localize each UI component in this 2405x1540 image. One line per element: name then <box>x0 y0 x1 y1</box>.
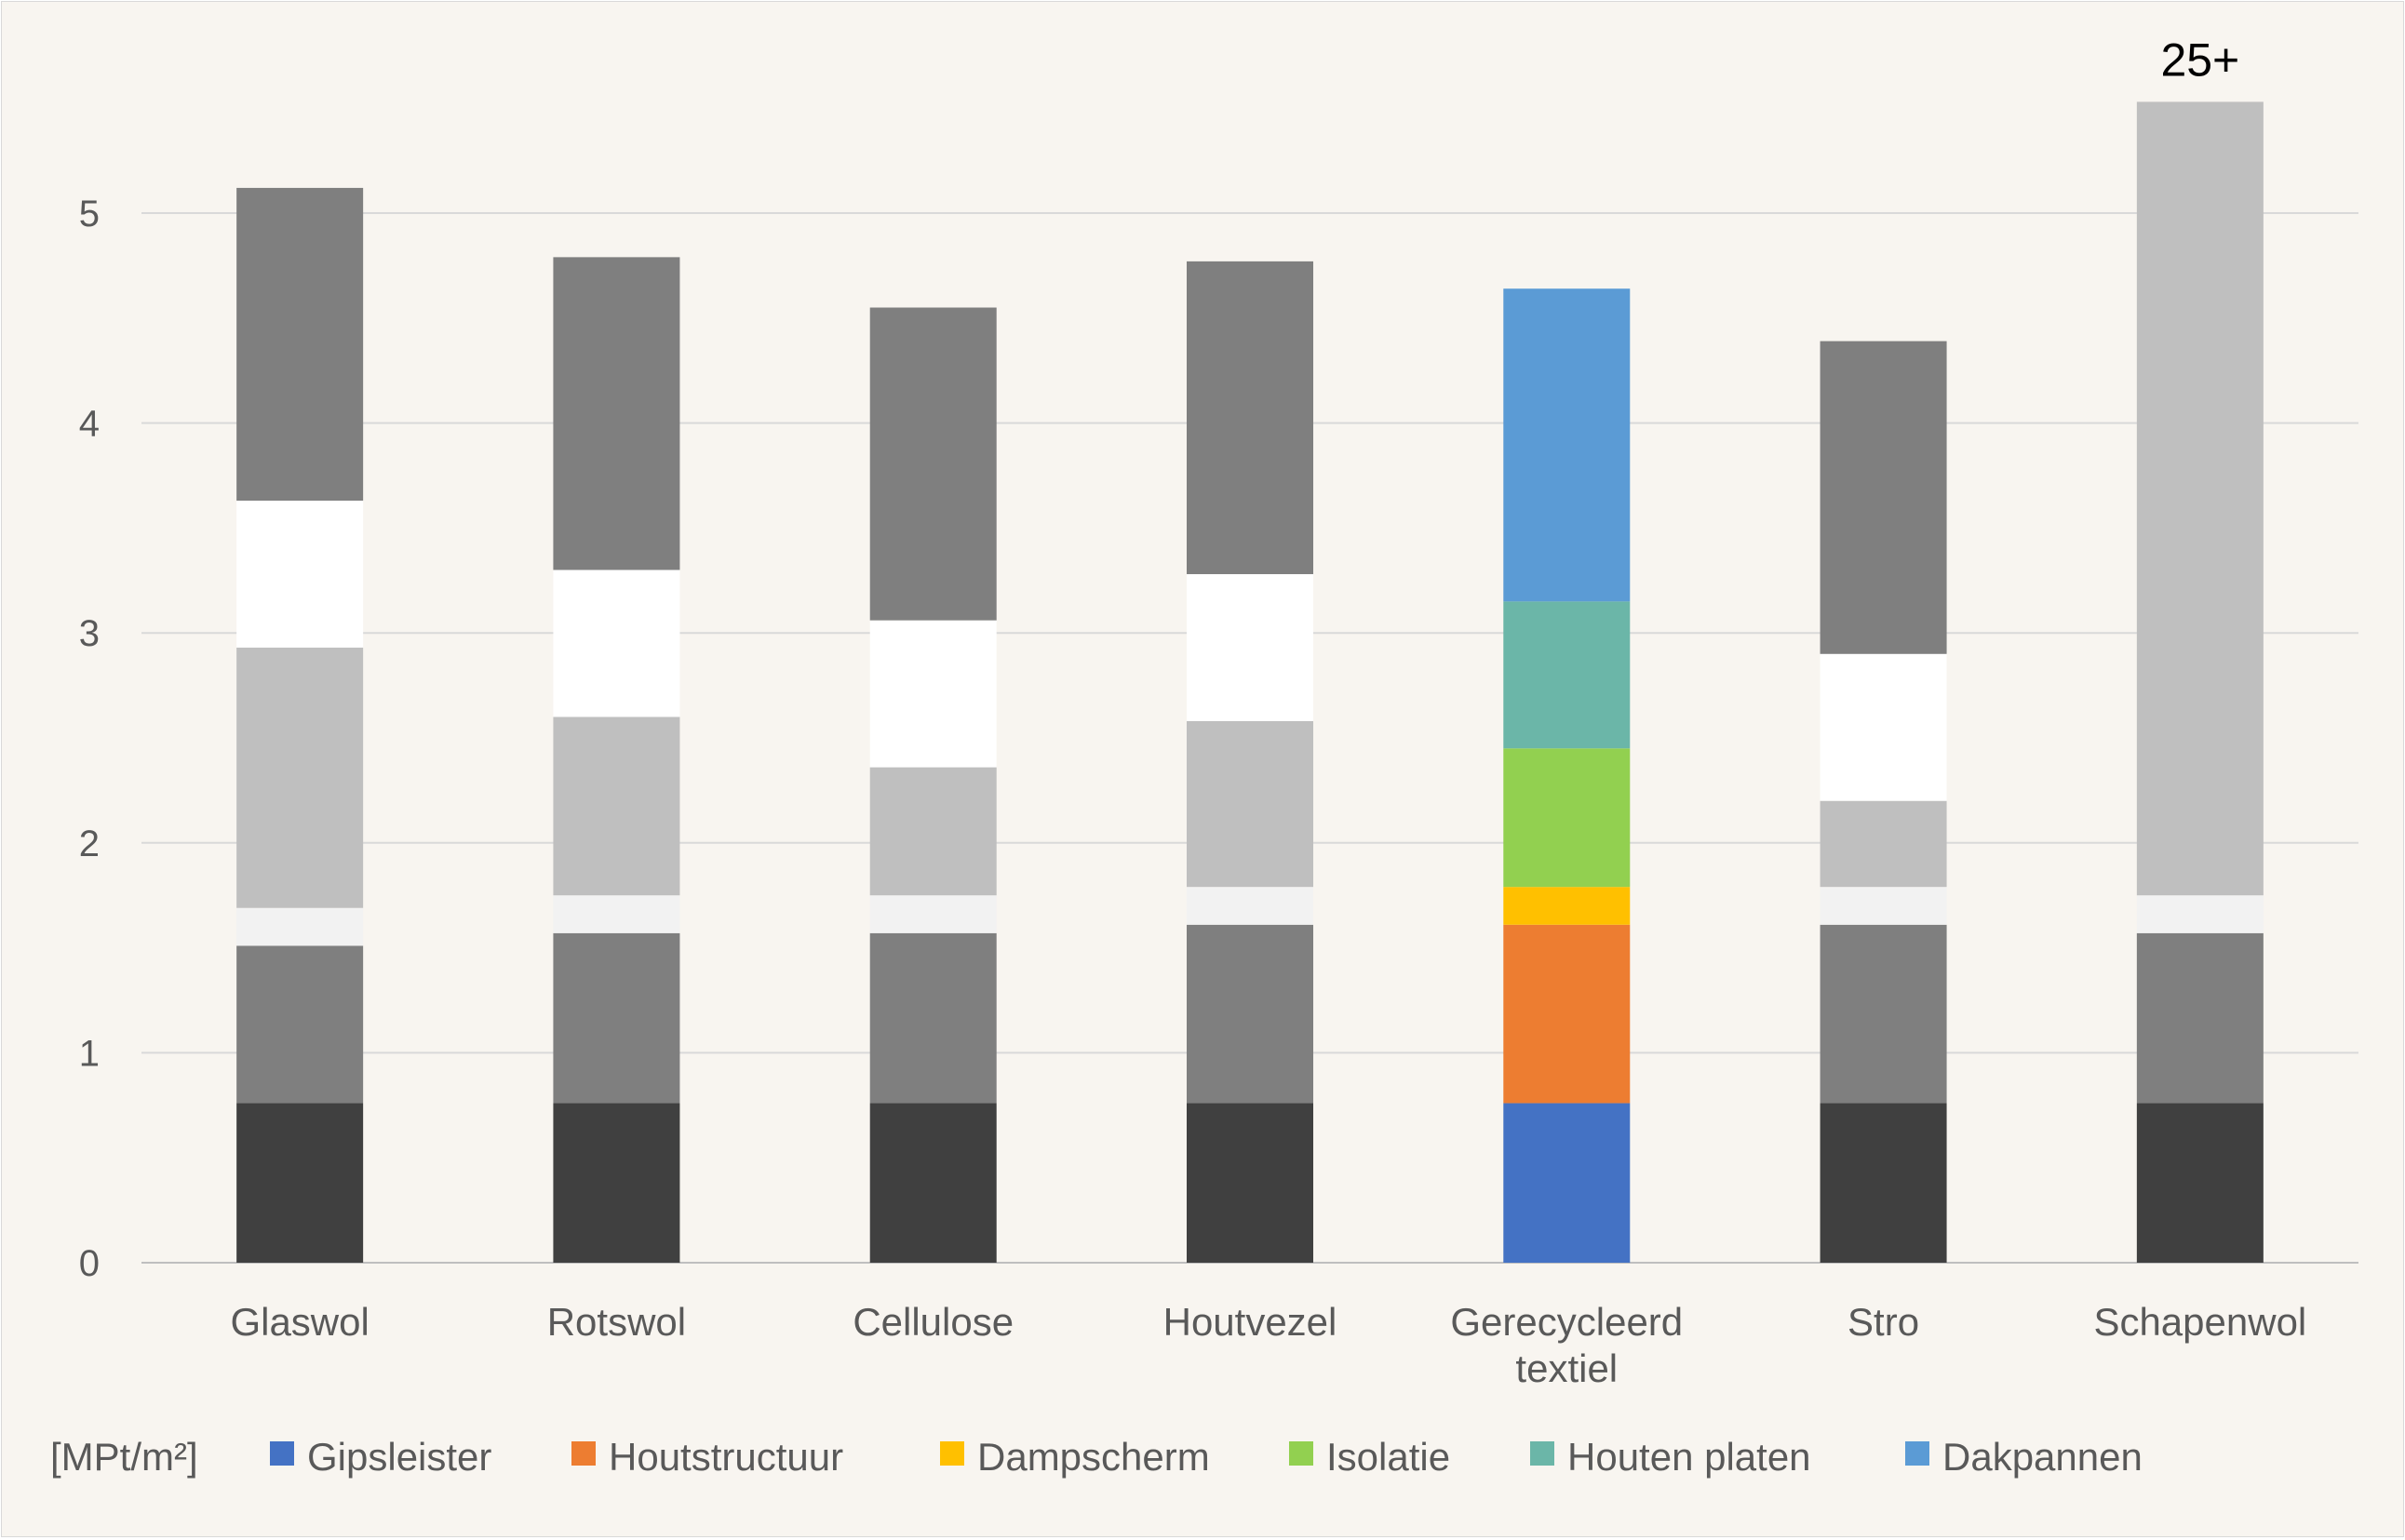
y-tick-label: 5 <box>79 194 100 234</box>
y-tick-label: 1 <box>79 1033 100 1074</box>
legend-label: Isolatie <box>1326 1435 1450 1479</box>
bar-segment-houten-platen <box>1187 574 1313 721</box>
x-category-label: Rotswol <box>547 1300 686 1344</box>
y-tick-label: 3 <box>79 613 100 654</box>
bar-segment-isolatie <box>2136 101 2264 896</box>
bar-segment-dakpannen <box>1503 288 1631 602</box>
bar-segment-dakpannen <box>553 257 680 570</box>
legend-swatch <box>270 1441 294 1466</box>
bar-segment-gipsleister <box>236 1103 364 1263</box>
bar-segment-dampscherm <box>1187 887 1313 925</box>
y-tick-label: 2 <box>79 824 100 864</box>
bar-segment-dampscherm <box>2136 895 2264 933</box>
legend-label: Gipsleister <box>307 1435 491 1479</box>
x-category-label: Houtvezel <box>1163 1300 1337 1344</box>
bar-segment-gipsleister <box>1187 1103 1313 1263</box>
bar-segment-dakpannen <box>1187 261 1313 575</box>
legend-label: Dakpannen <box>1942 1435 2143 1479</box>
bar-segment-isolatie <box>1187 720 1313 888</box>
legend-swatch <box>571 1441 596 1466</box>
bar-segment-dampscherm <box>869 895 997 933</box>
legend-swatch <box>1530 1441 1554 1466</box>
legend-label: Houten platen <box>1567 1435 1811 1479</box>
legend-swatch <box>940 1441 964 1466</box>
x-category-label: Stro <box>1847 1300 1919 1344</box>
bar-segment-dampscherm <box>236 907 364 946</box>
bar-segment-gipsleister <box>869 1103 997 1263</box>
legend-swatch <box>1905 1441 1929 1466</box>
bar-segment-dampscherm <box>553 895 680 933</box>
bar-segment-isolatie <box>1503 748 1631 888</box>
bar-segment-houtstructuur <box>869 932 997 1104</box>
legend-label: Dampscherm <box>977 1435 1210 1479</box>
bar-segment-houtstructuur <box>553 932 680 1104</box>
bar-segment-dampscherm <box>1820 887 1947 925</box>
x-category-label: Gerecycleerd <box>1450 1300 1683 1344</box>
legend-label: Houtstructuur <box>609 1435 843 1479</box>
bar-segment-houtstructuur <box>1503 924 1631 1104</box>
bar-segment-gipsleister <box>1820 1103 1947 1263</box>
legend-swatch <box>1289 1441 1313 1466</box>
bar-segment-gipsleister <box>2136 1103 2264 1263</box>
x-category-label: Cellulose <box>853 1300 1014 1344</box>
bar-segment-dakpannen <box>1820 341 1947 654</box>
bar-segment-houtstructuur <box>1187 924 1313 1104</box>
bar-segment-dampscherm <box>1503 887 1631 925</box>
bar-segment-houten-platen <box>1820 653 1947 801</box>
bar-segment-houtstructuur <box>236 945 364 1104</box>
y-tick-label: 0 <box>79 1243 100 1284</box>
bar-segment-houten-platen <box>1503 601 1631 749</box>
bar-segment-houten-platen <box>236 501 364 648</box>
bar-segment-isolatie <box>1820 800 1947 888</box>
bar-segment-houtstructuur <box>1820 924 1947 1104</box>
bar-segment-houten-platen <box>553 569 680 717</box>
bar-annotation: 25+ <box>2160 33 2239 86</box>
bar-segment-gipsleister <box>553 1103 680 1263</box>
bar-segment-isolatie <box>236 647 364 908</box>
bar-segment-houten-platen <box>869 620 997 768</box>
y-tick-label: 4 <box>79 404 100 445</box>
y-axis-unit-label: [MPt/m²] <box>50 1435 198 1479</box>
bar-segment-isolatie <box>869 767 997 896</box>
bar-segment-isolatie <box>553 716 680 896</box>
bar-segment-dakpannen <box>236 187 364 502</box>
bar-segment-houtstructuur <box>2136 932 2264 1104</box>
x-category-label: textiel <box>1515 1346 1618 1390</box>
x-category-label: Glaswol <box>230 1300 369 1344</box>
x-category-label: Schapenwol <box>2093 1300 2306 1344</box>
bar-segment-dakpannen <box>869 307 997 621</box>
bar-segment-gipsleister <box>1503 1103 1631 1263</box>
